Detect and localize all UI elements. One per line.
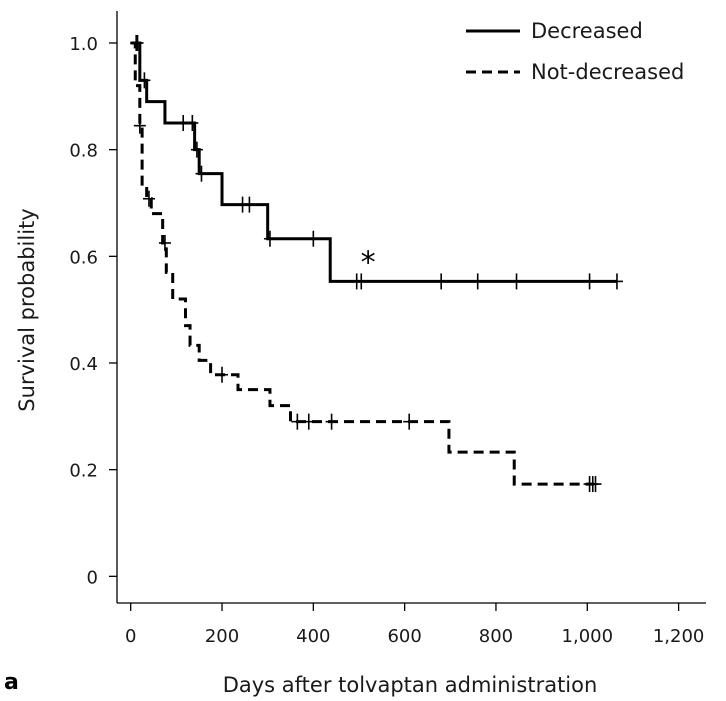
censor-mark-decreased xyxy=(195,165,208,182)
series-layer xyxy=(130,35,623,493)
censor-mark-not-decreased xyxy=(142,190,155,207)
censor-mark-not-decreased xyxy=(158,235,171,251)
x-tick-label: 800 xyxy=(479,626,513,647)
legend-label-decreased: Decreased xyxy=(531,19,643,43)
series-line-not-decreased xyxy=(130,41,595,486)
censor-mark-decreased xyxy=(355,273,368,290)
x-tick-label: 600 xyxy=(387,626,421,647)
axes-frame xyxy=(116,11,706,604)
censor-mark-decreased xyxy=(243,196,256,213)
significance-annotation: * xyxy=(361,245,376,280)
censor-mark-decreased xyxy=(435,273,448,290)
y-axis-ticks: 0 0.2 0.4 0.6 0.8 1.0 xyxy=(69,34,117,588)
censor-mark-not-decreased xyxy=(325,413,338,430)
y-tick-label: 0.4 xyxy=(69,354,98,375)
censor-mark-decreased xyxy=(307,230,320,247)
censor-mark-not-decreased xyxy=(403,413,416,430)
censor-mark-decreased xyxy=(190,141,203,158)
censor-mark-decreased xyxy=(583,273,596,290)
censor-mark-not-decreased xyxy=(130,35,143,51)
panel-label: a xyxy=(4,670,19,695)
legend: Decreased Not-decreased xyxy=(466,19,684,84)
censor-mark-not-decreased xyxy=(216,366,229,383)
x-tick-label: 200 xyxy=(205,626,239,647)
x-tick-label: 400 xyxy=(296,626,330,647)
censor-mark-decreased xyxy=(510,273,523,290)
y-axis-title: Survival probability xyxy=(15,208,39,411)
x-axis-ticks: 0 200 400 600 800 1,000 1,200 xyxy=(125,603,704,647)
x-tick-label: 1,200 xyxy=(653,626,705,647)
censor-mark-decreased xyxy=(471,273,484,290)
censor-mark-decreased xyxy=(610,273,623,290)
y-tick-label: 0.6 xyxy=(69,247,98,268)
y-tick-label: 0.2 xyxy=(69,461,98,482)
censor-mark-not-decreased xyxy=(302,413,315,430)
x-axis-title: Days after tolvaptan administration xyxy=(223,673,598,697)
censor-mark-decreased xyxy=(138,72,151,89)
x-tick-label: 1,000 xyxy=(562,626,614,647)
y-tick-label: 0.8 xyxy=(69,141,98,162)
censor-mark-not-decreased xyxy=(589,476,602,493)
y-tick-label: 0 xyxy=(87,567,98,588)
y-tick-label: 1.0 xyxy=(69,34,98,55)
x-tick-label: 0 xyxy=(125,626,136,647)
censor-mark-not-decreased xyxy=(133,117,146,134)
censor-mark-not-decreased xyxy=(291,413,304,430)
censor-mark-decreased xyxy=(186,115,199,131)
legend-label-not-decreased: Not-decreased xyxy=(531,60,684,84)
censor-mark-decreased xyxy=(263,230,276,247)
